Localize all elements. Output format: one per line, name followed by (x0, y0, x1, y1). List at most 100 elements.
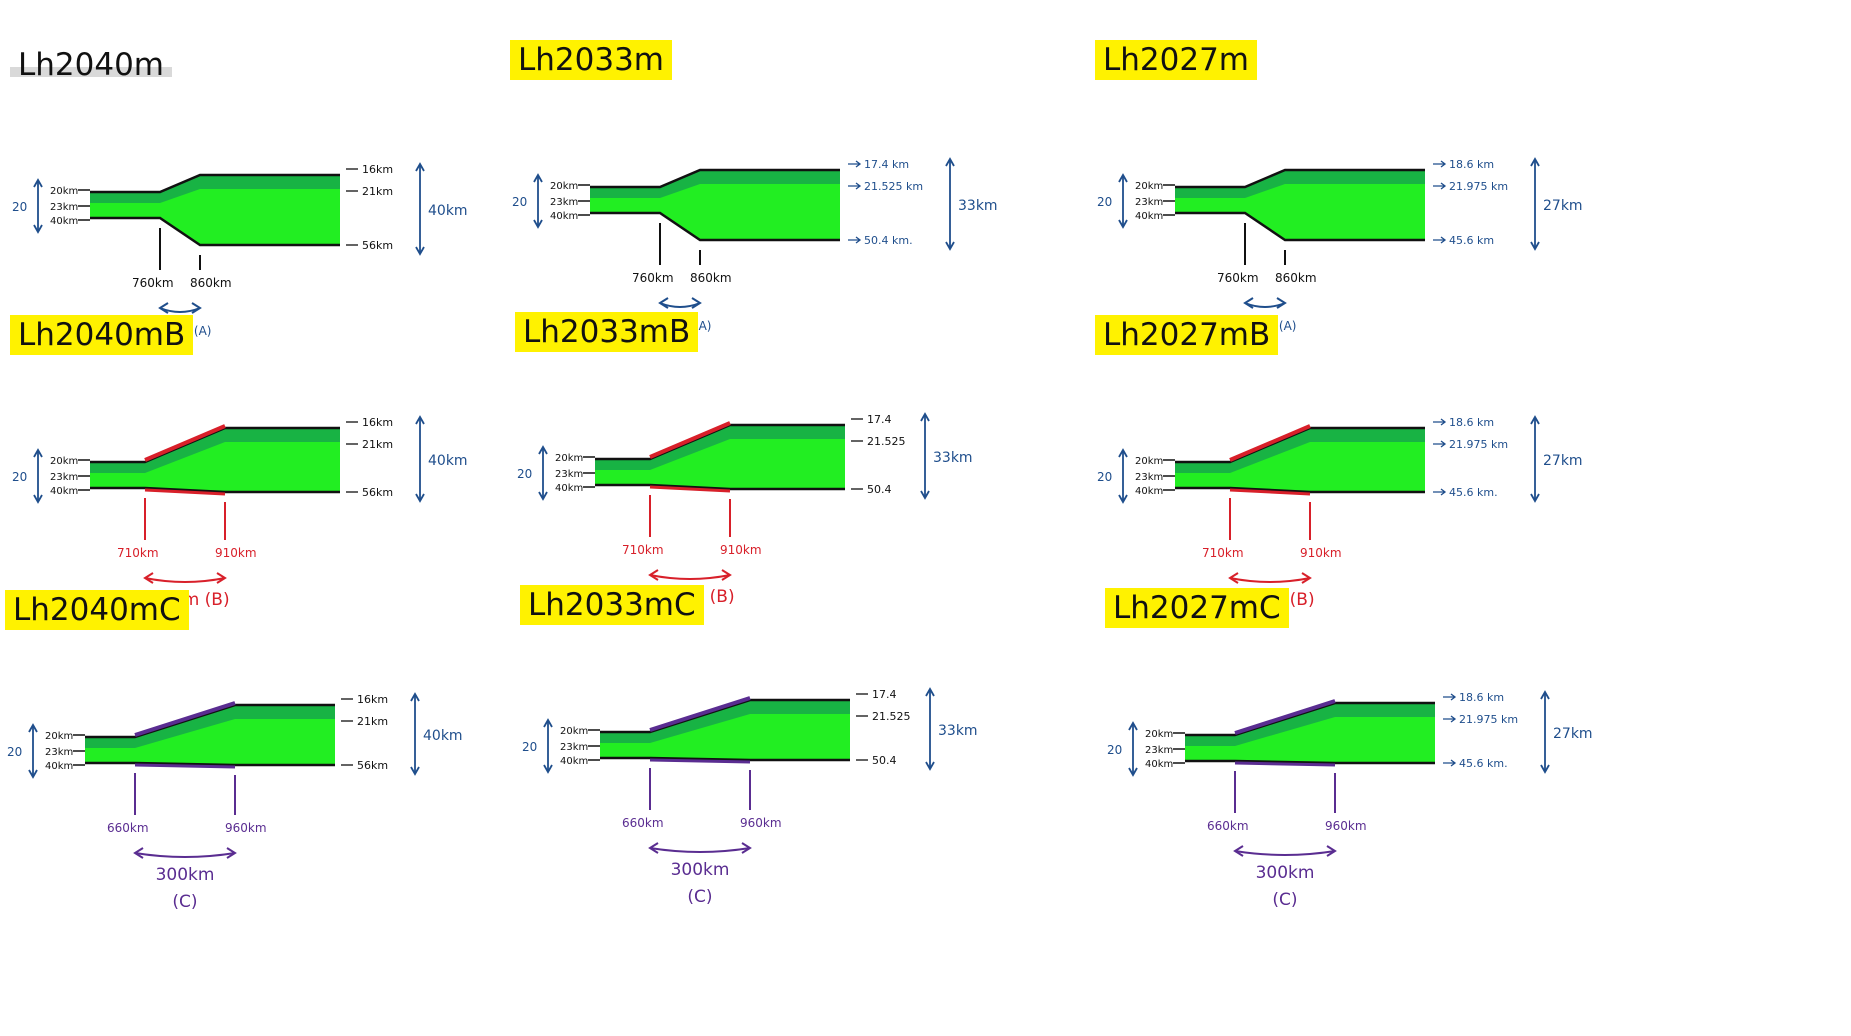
transition-span-arrow (649, 574, 731, 580)
left-depth-label: 23km (50, 202, 78, 213)
left-extent-arrowheads (33, 448, 43, 504)
transition-span-arrowheads (1233, 845, 1337, 857)
right-extent-arrowheads (1530, 415, 1540, 503)
left-extent-arrowheads (543, 718, 553, 774)
left-depth-label: 20km (50, 186, 78, 197)
transition-ramp-bottom (134, 763, 236, 769)
right-extent-label: 33km (958, 198, 998, 214)
transition-span-tag: (C) (687, 887, 712, 907)
transition-end-label: 960km (740, 816, 782, 830)
left-extent-arrowheads (33, 178, 43, 234)
model-panel: Lh2040m 20km 23km 40km 20 16km 21km 56km 40km 760… (10, 45, 610, 380)
right-depth-label: 56km (357, 759, 388, 772)
transition-span-arrow (134, 852, 236, 858)
right-extent-label: 33km (933, 450, 973, 466)
left-extent-label: 20 (1097, 470, 1112, 484)
right-depth-label: 45.6 km (1449, 234, 1494, 247)
right-depth-label: 16km (357, 693, 388, 706)
right-extent-arrowheads (415, 415, 425, 503)
right-extent-arrowheads (1540, 690, 1550, 774)
left-depth-label: 20km (555, 453, 583, 464)
right-extent-arrowheads (945, 157, 955, 251)
right-depth-label: 21km (357, 715, 388, 728)
left-depth-label: 23km (1135, 197, 1163, 208)
transition-ramp-top (649, 421, 731, 459)
transition-ramp-top (1234, 699, 1336, 735)
transition-ramp-bottom (144, 488, 226, 496)
transition-span-arrow (1234, 850, 1336, 856)
right-depth-arrow (1443, 715, 1457, 723)
transition-span-tag: (C) (1272, 890, 1297, 910)
left-depth-label: 40km (1135, 211, 1163, 222)
transition-ramp-top (134, 701, 236, 737)
top-surface-line (590, 168, 840, 189)
lithosphere-body (595, 425, 845, 489)
right-extent-arrowheads (1530, 157, 1540, 251)
right-depth-label: 21.975 km (1459, 713, 1518, 726)
right-depth-label: 21.975 km (1449, 438, 1508, 451)
model-panel: Lh2033m 20km 23km 40km 20 17.4 km 21.525 km 50.… (510, 40, 1110, 375)
transition-span-label: 300km (1256, 863, 1315, 883)
model-title: Lh2040mC (5, 590, 189, 630)
base-line (590, 211, 840, 242)
lithosphere-body (600, 700, 850, 760)
transition-span-arrow (649, 847, 751, 853)
left-depth-label: 40km (50, 216, 78, 227)
base-line (85, 761, 335, 767)
right-extent-label: 27km (1543, 198, 1583, 214)
left-extent-label: 20 (12, 200, 27, 214)
lithosphere-body (90, 428, 340, 492)
transition-ramp-top (144, 424, 226, 462)
left-depth-label: 23km (1135, 472, 1163, 483)
right-depth-label: 21.525 km (864, 180, 923, 193)
transition-end-label: 910km (215, 546, 257, 560)
transition-end-label: 960km (1325, 819, 1367, 833)
right-depth-arrow (1433, 182, 1447, 190)
transition-span-tag: (C) (172, 892, 197, 912)
right-extent-label: 33km (938, 723, 978, 739)
cross-section-diagram: 20km 23km 40km 20 17.4 km 21.525 km 50.4 km. 33… (512, 157, 998, 333)
right-extent-arrowheads (415, 162, 425, 256)
transition-span-arrow (1229, 577, 1311, 583)
right-depth-label: 18.6 km (1459, 691, 1504, 704)
right-depth-arrow (1443, 759, 1457, 767)
lithosphere-body (1175, 428, 1425, 492)
model-title: Lh2040m (10, 45, 173, 85)
left-depth-label: 20km (1135, 181, 1163, 192)
transition-start-label: 710km (622, 543, 664, 557)
left-extent-arrowheads (1128, 721, 1138, 777)
model-panel: Lh2027m 20km 23km 40km 20 18.6 km 21.975 km 45.… (1095, 40, 1695, 375)
base-line (90, 216, 340, 247)
left-extent-label: 20 (7, 745, 22, 759)
model-panel: Lh2033mC 20km 23km 40km 20 17.4 21.525 50.4 33km… (520, 585, 1120, 920)
right-depth-label: 50.4 (867, 483, 892, 496)
left-depth-label: 20km (1145, 729, 1173, 740)
left-depth-label: 40km (555, 483, 583, 494)
cross-section-diagram: 20km 23km 40km 20 16km 21km 56km 40km 660km 960km… (7, 692, 463, 912)
right-depth-label: 21km (362, 438, 393, 451)
left-extent-arrowheads (1118, 173, 1128, 229)
lithosphere-body (1185, 703, 1435, 763)
transition-end-label: 960km (225, 821, 267, 835)
transition-span-arrowheads (143, 572, 227, 584)
model-title: Lh2027mC (1105, 588, 1289, 628)
transition-end-label: 860km (690, 271, 732, 285)
right-extent-arrowheads (925, 687, 935, 771)
cross-section-diagram: 20km 23km 40km 20 18.6 km 21.975 km 45.6 km. 27… (1097, 415, 1583, 610)
left-depth-label: 23km (550, 197, 578, 208)
lithosphere-body (85, 705, 335, 765)
right-extent-label: 27km (1543, 453, 1583, 469)
right-depth-label: 56km (362, 486, 393, 499)
left-extent-label: 20 (1097, 195, 1112, 209)
right-extent-label: 40km (428, 203, 468, 219)
cross-section-diagram: 20km 23km 40km 20 18.6 km 21.975 km 45.6 km 27k… (1097, 157, 1583, 333)
model-title: Lh2033mC (520, 585, 704, 625)
right-depth-label: 18.6 km (1449, 158, 1494, 171)
transition-start-label: 760km (132, 276, 174, 290)
transition-span-arrowheads (1228, 572, 1312, 584)
left-depth-label: 40km (550, 211, 578, 222)
right-depth-label: 45.6 km. (1459, 757, 1508, 770)
upper-crust-band (1175, 170, 1425, 198)
base-line (1175, 211, 1425, 242)
transition-start-label: 660km (107, 821, 149, 835)
